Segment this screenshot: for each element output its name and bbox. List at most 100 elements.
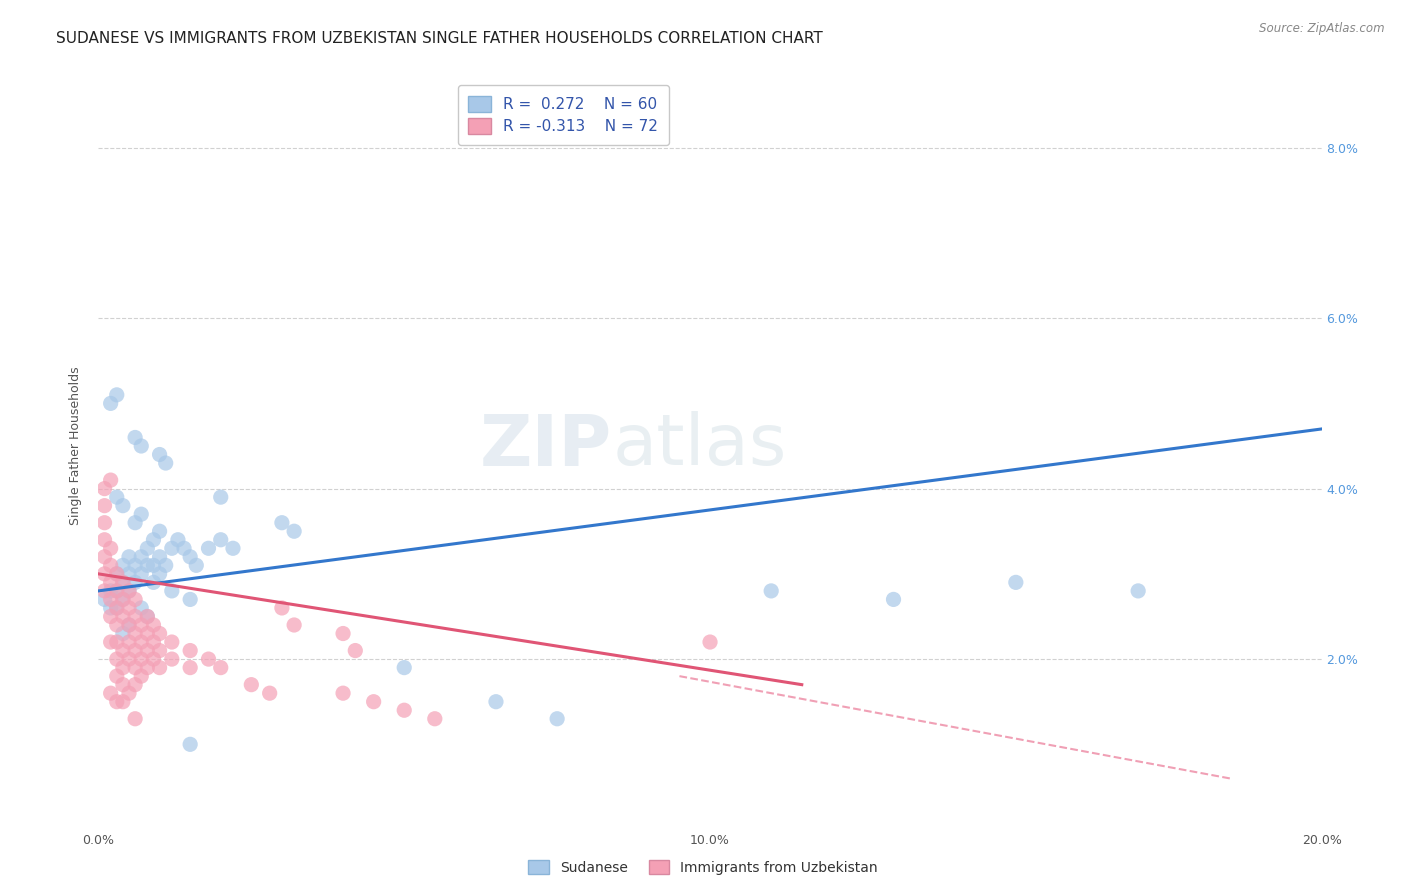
Point — [118, 618, 141, 632]
Point — [883, 592, 905, 607]
Point — [100, 592, 122, 607]
Point — [105, 566, 128, 581]
Point — [149, 626, 172, 640]
Point — [485, 695, 508, 709]
Legend: Sudanese, Immigrants from Uzbekistan: Sudanese, Immigrants from Uzbekistan — [523, 855, 883, 880]
Point — [124, 660, 146, 674]
Point — [209, 533, 232, 547]
Point — [142, 618, 165, 632]
Point — [93, 516, 115, 530]
Point — [124, 592, 146, 607]
Point — [111, 626, 134, 640]
Point — [155, 558, 177, 573]
Point — [129, 601, 152, 615]
Point — [160, 652, 183, 666]
Point — [209, 660, 232, 674]
Point — [93, 583, 115, 598]
Point — [129, 635, 152, 649]
Point — [105, 695, 128, 709]
Point — [124, 575, 146, 590]
Point — [179, 549, 201, 564]
Point — [93, 499, 115, 513]
Point — [179, 643, 201, 657]
Point — [136, 541, 159, 556]
Point — [118, 686, 141, 700]
Point — [160, 541, 183, 556]
Point — [149, 643, 172, 657]
Point — [129, 507, 152, 521]
Point — [270, 516, 292, 530]
Point — [111, 660, 134, 674]
Point — [129, 652, 152, 666]
Point — [149, 448, 172, 462]
Point — [105, 388, 128, 402]
Point — [283, 618, 305, 632]
Point — [118, 601, 141, 615]
Point — [392, 703, 416, 717]
Point — [124, 430, 146, 444]
Point — [111, 678, 134, 692]
Point — [1128, 583, 1150, 598]
Text: ZIP: ZIP — [479, 411, 612, 481]
Point — [124, 558, 146, 573]
Point — [136, 609, 159, 624]
Point — [93, 566, 115, 581]
Point — [111, 695, 134, 709]
Point — [100, 583, 122, 598]
Point — [129, 439, 152, 453]
Point — [363, 695, 385, 709]
Point — [155, 456, 177, 470]
Point — [759, 583, 782, 598]
Point — [179, 737, 201, 751]
Text: Source: ZipAtlas.com: Source: ZipAtlas.com — [1260, 22, 1385, 36]
Point — [149, 524, 172, 539]
Point — [111, 575, 134, 590]
Point — [105, 490, 128, 504]
Point — [118, 566, 141, 581]
Point — [105, 652, 128, 666]
Point — [173, 541, 195, 556]
Point — [142, 652, 165, 666]
Point — [93, 533, 115, 547]
Point — [118, 652, 141, 666]
Point — [209, 490, 232, 504]
Point — [332, 686, 354, 700]
Point — [197, 652, 219, 666]
Point — [129, 566, 152, 581]
Point — [332, 626, 354, 640]
Point — [129, 549, 152, 564]
Point — [105, 669, 128, 683]
Point — [124, 643, 146, 657]
Point — [142, 533, 165, 547]
Y-axis label: Single Father Households: Single Father Households — [69, 367, 83, 525]
Point — [142, 575, 165, 590]
Point — [100, 601, 122, 615]
Legend: R =  0.272    N = 60, R = -0.313    N = 72: R = 0.272 N = 60, R = -0.313 N = 72 — [457, 86, 669, 145]
Point — [111, 558, 134, 573]
Point — [197, 541, 219, 556]
Point — [149, 566, 172, 581]
Point — [149, 549, 172, 564]
Point — [111, 499, 134, 513]
Point — [1004, 575, 1026, 590]
Point — [111, 592, 134, 607]
Text: SUDANESE VS IMMIGRANTS FROM UZBEKISTAN SINGLE FATHER HOUSEHOLDS CORRELATION CHAR: SUDANESE VS IMMIGRANTS FROM UZBEKISTAN S… — [56, 31, 823, 46]
Point — [699, 635, 721, 649]
Point — [179, 592, 201, 607]
Point — [93, 592, 115, 607]
Point — [118, 583, 141, 598]
Point — [222, 541, 245, 556]
Point — [124, 626, 146, 640]
Text: atlas: atlas — [612, 411, 786, 481]
Point — [124, 609, 146, 624]
Point — [124, 516, 146, 530]
Point — [160, 635, 183, 649]
Point — [93, 482, 115, 496]
Point — [149, 660, 172, 674]
Point — [105, 583, 128, 598]
Point — [100, 541, 122, 556]
Point — [124, 678, 146, 692]
Point — [118, 618, 141, 632]
Point — [118, 549, 141, 564]
Point — [100, 609, 122, 624]
